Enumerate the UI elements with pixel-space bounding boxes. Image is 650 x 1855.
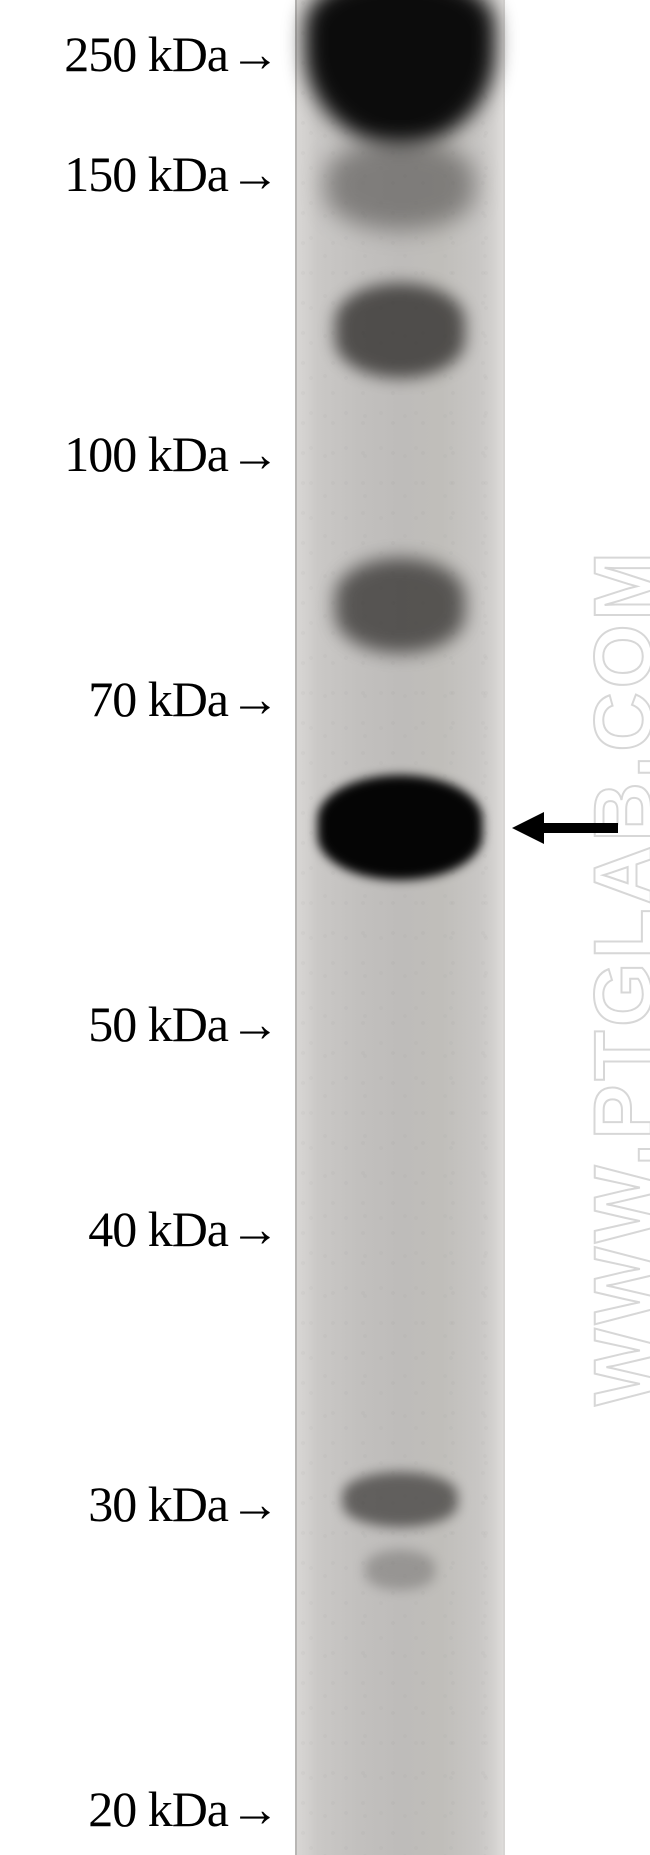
band-80kda xyxy=(335,558,465,653)
smudge-28kda xyxy=(365,1550,435,1590)
indicator-arrow-icon xyxy=(510,798,620,858)
mw-marker-20: 20 kDa→ xyxy=(0,1780,280,1838)
band-target xyxy=(318,775,483,880)
mw-label-text: 20 kDa xyxy=(88,1781,228,1837)
arrow-right-icon: → xyxy=(230,995,280,1053)
arrow-right-icon: → xyxy=(230,25,280,83)
blot-lane-container xyxy=(295,0,505,1855)
watermark: WWW.PTGLAB.COM xyxy=(577,548,650,1406)
mw-marker-250: 250 kDa→ xyxy=(0,25,280,83)
band-150kda xyxy=(325,140,475,230)
band-top-smear xyxy=(305,0,495,145)
mw-marker-40: 40 kDa→ xyxy=(0,1200,280,1258)
mw-marker-30: 30 kDa→ xyxy=(0,1475,280,1533)
arrow-right-icon: → xyxy=(230,1780,280,1838)
arrow-right-icon: → xyxy=(230,145,280,203)
mw-label-text: 40 kDa xyxy=(88,1201,228,1257)
mw-ladder-labels: 250 kDa→ 150 kDa→ 100 kDa→ 70 kDa→ 50 kD… xyxy=(0,0,280,1855)
band-30kda xyxy=(343,1472,458,1527)
blot-lane xyxy=(295,0,505,1855)
mw-label-text: 250 kDa xyxy=(64,26,228,82)
mw-marker-150: 150 kDa→ xyxy=(0,145,280,203)
mw-label-text: 50 kDa xyxy=(88,996,228,1052)
mw-label-text: 30 kDa xyxy=(88,1476,228,1532)
mw-marker-50: 50 kDa→ xyxy=(0,995,280,1053)
mw-label-text: 150 kDa xyxy=(64,146,228,202)
arrow-right-icon: → xyxy=(230,670,280,728)
band-120kda xyxy=(335,283,465,378)
mw-marker-100: 100 kDa→ xyxy=(0,425,280,483)
arrow-right-icon: → xyxy=(230,425,280,483)
arrow-right-icon: → xyxy=(230,1475,280,1533)
mw-label-text: 70 kDa xyxy=(88,671,228,727)
mw-marker-70: 70 kDa→ xyxy=(0,670,280,728)
arrow-right-icon: → xyxy=(230,1200,280,1258)
mw-label-text: 100 kDa xyxy=(64,426,228,482)
